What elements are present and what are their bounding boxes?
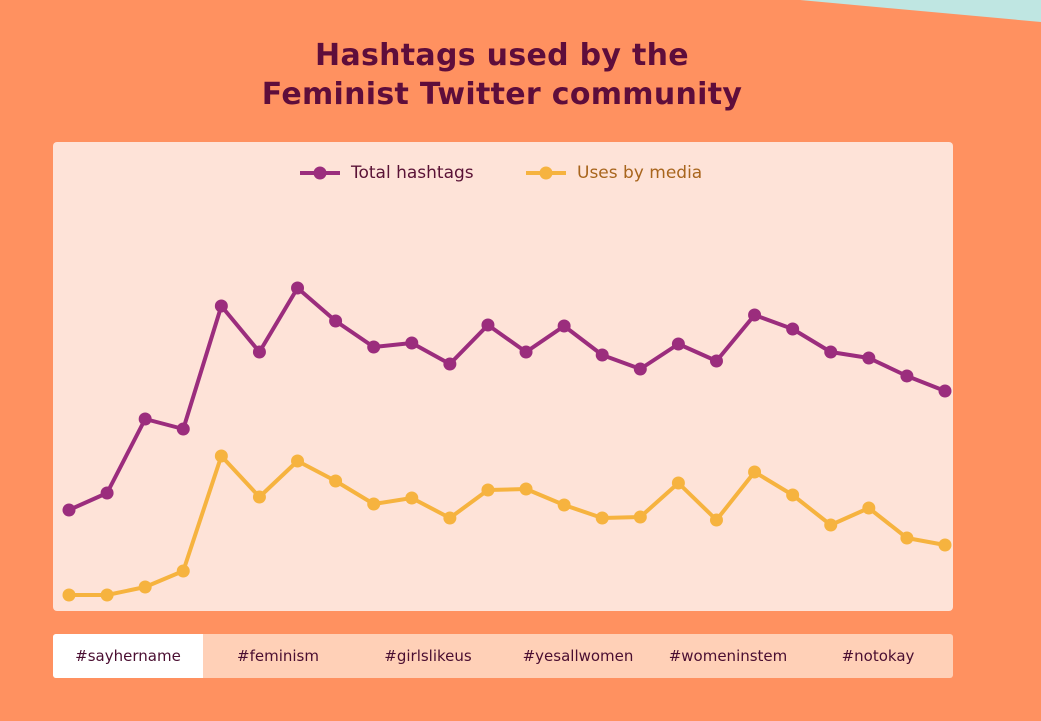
data-point: [62, 588, 76, 602]
data-point: [824, 345, 838, 359]
title-line: Hashtags used by the: [315, 38, 689, 73]
tab[interactable]: #girlslikeus: [384, 647, 472, 665]
data-point: [786, 322, 800, 336]
data-point: [252, 345, 266, 359]
data-point: [671, 337, 685, 351]
data-point: [405, 336, 419, 350]
data-point: [595, 511, 609, 525]
data-point: [176, 422, 190, 436]
data-point: [938, 384, 952, 398]
tab[interactable]: #notokay: [841, 647, 915, 665]
data-point: [367, 340, 381, 354]
tab[interactable]: #yesallwomen: [522, 647, 634, 665]
series-line: [68, 286, 946, 512]
data-point: [62, 503, 76, 517]
chart-panel: Total hashtags Uses by media: [53, 142, 953, 611]
tab-bar: #sayhername #feminism #girlslikeus #yesallw…: [53, 634, 953, 678]
data-point: [938, 538, 952, 552]
data-point: [633, 362, 647, 376]
data-point: [367, 497, 381, 511]
data-point: [481, 318, 495, 332]
series-line: [69, 454, 946, 597]
data-point: [443, 357, 457, 371]
data-point: [900, 531, 914, 545]
data-point: [405, 491, 419, 505]
data-point: [329, 314, 343, 328]
data-point: [557, 498, 571, 512]
decoration: [800, 0, 1041, 22]
data-point: [291, 281, 305, 295]
data-point: [595, 348, 609, 362]
legend-marker: [313, 166, 327, 180]
chart: Total hashtags Uses by media: [62, 163, 952, 602]
tab[interactable]: #sayhername: [53, 634, 203, 678]
data-point: [671, 476, 685, 490]
page-title: Hashtags used by the Feminist Twitter com…: [0, 36, 1004, 114]
data-point: [481, 483, 495, 497]
data-point: [862, 501, 876, 515]
data-point: [214, 299, 228, 313]
legend-label: Uses by media: [577, 163, 702, 183]
tab[interactable]: #womeninstem: [668, 647, 788, 665]
legend-marker: [539, 166, 553, 180]
legend-label: Total hashtags: [350, 163, 474, 183]
data-point: [786, 488, 800, 502]
data-point: [138, 412, 152, 426]
data-point: [100, 588, 114, 602]
data-point: [291, 454, 305, 468]
data-point: [252, 490, 266, 504]
data-point: [900, 369, 914, 383]
data-point: [824, 518, 838, 532]
data-point: [138, 580, 152, 594]
title-line: Feminist Twitter community: [261, 77, 743, 112]
data-point: [176, 564, 190, 578]
data-point: [329, 474, 343, 488]
data-point: [748, 308, 762, 322]
data-point: [519, 482, 533, 496]
tab[interactable]: #feminism: [237, 647, 319, 665]
data-point: [519, 345, 533, 359]
data-point: [443, 511, 457, 525]
data-point: [100, 486, 114, 500]
data-point: [214, 449, 228, 463]
data-point: [748, 465, 762, 479]
data-point: [709, 354, 723, 368]
data-point: [862, 351, 876, 365]
data-point: [709, 513, 723, 527]
data-point: [633, 510, 647, 524]
data-point: [557, 319, 571, 333]
